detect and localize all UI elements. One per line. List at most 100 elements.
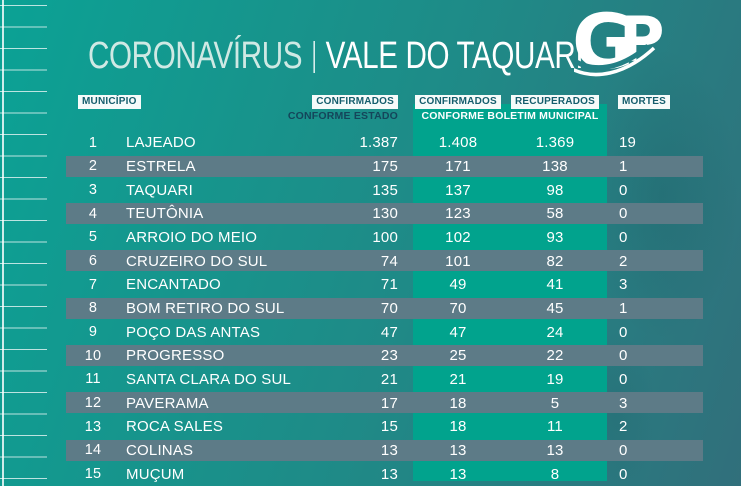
row-recovered: 19 bbox=[546, 370, 564, 388]
row-deaths: 0 bbox=[619, 228, 628, 246]
row-confirmed-municipal: 101 bbox=[445, 252, 471, 270]
row-confirmed-state: 175 bbox=[372, 157, 398, 175]
row-confirmed-state: 13 bbox=[380, 441, 398, 459]
table-row: 10 PROGRESSO 23 25 22 0 bbox=[0, 344, 741, 368]
table-row: 12 PAVERAMA 17 18 5 3 bbox=[0, 391, 741, 415]
row-confirmed-municipal: 13 bbox=[449, 441, 467, 459]
table-row: 8 BOM RETIRO DO SUL 70 70 45 1 bbox=[0, 297, 741, 321]
row-municipality: ROCA SALES bbox=[126, 418, 224, 436]
ruler-spine-decoration bbox=[2, 0, 4, 486]
row-rank: 6 bbox=[88, 253, 98, 270]
subtitle-conforme-boletim-municipal: CONFORME BOLETIM MUNICIPAL bbox=[421, 109, 599, 122]
row-recovered: 98 bbox=[546, 181, 564, 199]
row-municipality: POÇO DAS ANTAS bbox=[126, 323, 261, 341]
title-coronavirus: CORONAVÍRUS bbox=[88, 35, 303, 77]
column-header-confirmados-municipal: CONFIRMADOS bbox=[413, 95, 503, 109]
row-rank: 12 bbox=[84, 395, 102, 412]
row-recovered: 22 bbox=[546, 347, 564, 365]
table-row: 6 CRUZEIRO DO SUL 74 101 82 2 bbox=[0, 249, 741, 273]
row-deaths: 1 bbox=[619, 157, 628, 175]
table-row: 14 COLINAS 13 13 13 0 bbox=[0, 439, 741, 463]
row-confirmed-municipal: 25 bbox=[449, 347, 467, 365]
row-deaths: 0 bbox=[619, 441, 628, 459]
row-rank: 7 bbox=[88, 276, 98, 293]
row-confirmed-state: 71 bbox=[380, 276, 398, 294]
title-divider-bar bbox=[313, 40, 315, 73]
row-deaths: 0 bbox=[619, 205, 628, 223]
row-confirmed-municipal: 13 bbox=[449, 465, 467, 483]
row-recovered: 5 bbox=[550, 394, 560, 412]
row-rank: 4 bbox=[88, 205, 98, 222]
row-municipality: LAJEADO bbox=[126, 134, 196, 152]
column-header-municipio: MUNICÍPIO bbox=[78, 95, 141, 109]
page-title: CORONAVÍRUS VALE DO TAQUARI bbox=[88, 35, 584, 78]
row-recovered: 58 bbox=[546, 205, 564, 223]
row-rank: 9 bbox=[88, 324, 98, 341]
table-row: 5 ARROIO DO MEIO 100 102 93 0 bbox=[0, 226, 741, 250]
svg-text:P: P bbox=[619, 4, 664, 76]
row-deaths: 0 bbox=[619, 370, 628, 388]
row-rank: 15 bbox=[84, 466, 102, 483]
row-deaths: 3 bbox=[619, 394, 628, 412]
row-confirmed-municipal: 18 bbox=[449, 394, 467, 412]
ruler-lines-decoration bbox=[0, 0, 47, 486]
row-confirmed-state: 21 bbox=[380, 370, 398, 388]
column-header-recuperados: RECUPERADOS bbox=[508, 95, 602, 109]
table-row: 15 MUÇUM 13 13 8 0 bbox=[0, 462, 741, 486]
row-rank: 13 bbox=[84, 418, 102, 435]
row-municipality: SANTA CLARA DO SUL bbox=[126, 370, 292, 388]
row-municipality: TEUTÔNIA bbox=[126, 205, 204, 223]
row-confirmed-state: 100 bbox=[372, 228, 398, 246]
row-recovered: 24 bbox=[546, 323, 564, 341]
gp-logo: G P bbox=[567, 0, 676, 86]
row-confirmed-municipal: 123 bbox=[445, 205, 471, 223]
row-recovered: 82 bbox=[546, 252, 564, 270]
row-rank: 11 bbox=[85, 371, 101, 388]
row-municipality: CRUZEIRO DO SUL bbox=[126, 252, 268, 270]
row-deaths: 2 bbox=[619, 418, 628, 436]
table-row: 3 TAQUARI 135 137 98 0 bbox=[0, 178, 741, 202]
row-recovered: 138 bbox=[542, 157, 568, 175]
table-row: 1 LAJEADO 1.387 1.408 1.369 19 bbox=[0, 131, 741, 155]
table-row: 2 ESTRELA 175 171 138 1 bbox=[0, 155, 741, 179]
row-recovered: 8 bbox=[550, 465, 560, 483]
row-municipality: BOM RETIRO DO SUL bbox=[126, 299, 285, 317]
row-rank: 1 bbox=[88, 134, 98, 151]
row-recovered: 93 bbox=[546, 228, 564, 246]
row-confirmed-state: 135 bbox=[372, 181, 398, 199]
row-confirmed-municipal: 18 bbox=[449, 418, 467, 436]
row-rank: 14 bbox=[84, 442, 102, 459]
table-row: 7 ENCANTADO 71 49 41 3 bbox=[0, 273, 741, 297]
row-confirmed-state: 74 bbox=[380, 252, 398, 270]
column-header-confirmados-estado: CONFIRMADOS bbox=[250, 95, 398, 109]
row-confirmed-municipal: 171 bbox=[445, 157, 471, 175]
column-header-mortes: MORTES bbox=[618, 95, 670, 109]
row-confirmed-state: 17 bbox=[380, 394, 398, 412]
row-confirmed-state: 130 bbox=[372, 205, 398, 223]
row-confirmed-municipal: 1.408 bbox=[438, 134, 478, 152]
row-confirmed-state: 1.387 bbox=[359, 134, 398, 152]
row-confirmed-municipal: 137 bbox=[445, 181, 471, 199]
row-confirmed-municipal: 21 bbox=[449, 370, 467, 388]
row-rank: 8 bbox=[88, 300, 98, 317]
row-rank: 5 bbox=[88, 229, 98, 246]
row-recovered: 13 bbox=[546, 441, 564, 459]
row-rank: 2 bbox=[88, 158, 98, 175]
row-municipality: PROGRESSO bbox=[126, 347, 225, 365]
table-row: 4 TEUTÔNIA 130 123 58 0 bbox=[0, 202, 741, 226]
row-municipality: ENCANTADO bbox=[126, 276, 221, 294]
row-confirmed-state: 70 bbox=[380, 299, 398, 317]
row-municipality: COLINAS bbox=[126, 441, 194, 459]
row-municipality: TAQUARI bbox=[126, 181, 193, 199]
table-row: 13 ROCA SALES 15 18 11 2 bbox=[0, 415, 741, 439]
row-deaths: 0 bbox=[619, 465, 628, 483]
row-confirmed-municipal: 49 bbox=[449, 276, 467, 294]
table-row: 11 SANTA CLARA DO SUL 21 21 19 0 bbox=[0, 368, 741, 392]
row-recovered: 41 bbox=[546, 276, 564, 294]
row-deaths: 3 bbox=[619, 276, 628, 294]
row-municipality: ARROIO DO MEIO bbox=[126, 228, 258, 246]
row-recovered: 11 bbox=[547, 418, 563, 436]
row-recovered: 1.369 bbox=[535, 134, 575, 152]
title-region: VALE DO TAQUARI bbox=[325, 35, 584, 77]
